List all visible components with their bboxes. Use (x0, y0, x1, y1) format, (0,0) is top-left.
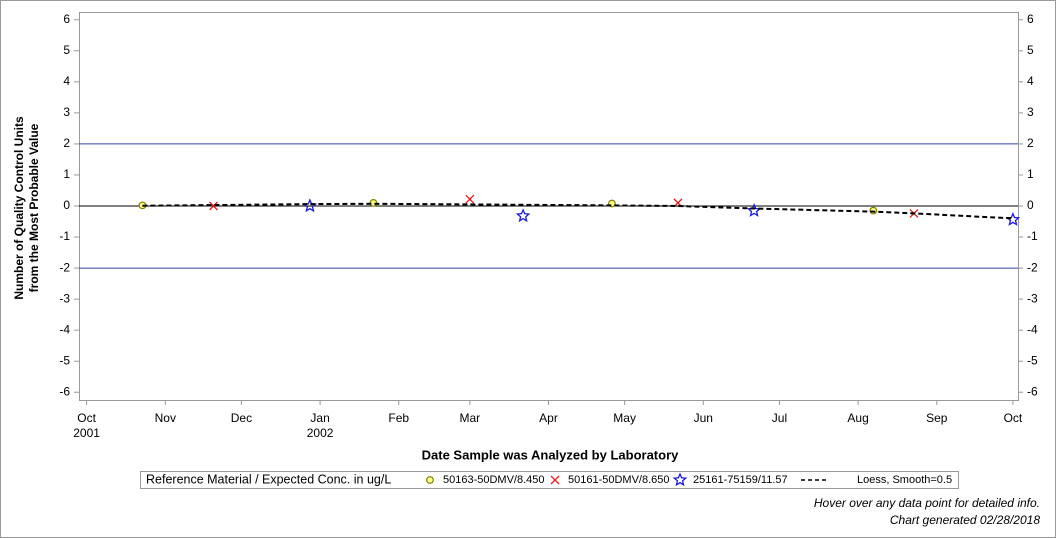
x-tick-label: Jul (771, 411, 788, 425)
y2-tick-label: -6 (1027, 384, 1038, 398)
x-tick-label: Oct (1003, 411, 1023, 425)
y-tick-label: 3 (63, 105, 70, 119)
y2-tick-label: -1 (1027, 229, 1038, 243)
legend-label: Loess, Smooth=0.5 (857, 474, 952, 486)
y2-tick-label: 5 (1027, 43, 1034, 57)
legend-marker (672, 472, 688, 487)
y-tick-label: -4 (59, 322, 70, 336)
x-tick-label: Mar (459, 411, 481, 425)
legend-title: Reference Material / Expected Conc. in u… (146, 472, 391, 486)
legend-label: 50161-50DMV/8.650 (568, 474, 670, 486)
y-axis-label: from the Most Probable Value (27, 123, 41, 292)
y2-tick-label: -2 (1027, 260, 1038, 274)
x-tick-label: Jan 2002 (306, 411, 334, 440)
legend-label: 50163-50DMV/8.450 (443, 474, 545, 486)
y2-tick-label: 6 (1027, 12, 1034, 26)
y-axis-label: Number of Quality Control Units (12, 116, 26, 300)
y2-tick-label: 2 (1027, 136, 1034, 150)
legend-box (140, 471, 959, 489)
legend-marker (426, 476, 434, 484)
legend-marker (550, 475, 560, 485)
y-tick-label: 0 (63, 198, 70, 212)
legend-label: 25161-75159/11.57 (693, 474, 788, 486)
data-point[interactable] (465, 194, 475, 204)
y-tick-label: -1 (59, 229, 70, 243)
y-tick-label: 5 (63, 43, 70, 57)
x-tick-label: Feb (388, 411, 410, 425)
y2-tick-label: -5 (1027, 353, 1038, 367)
y-tick-label: -3 (59, 291, 70, 305)
y2-tick-label: 0 (1027, 198, 1034, 212)
loess-line (142, 202, 1013, 220)
y-tick-label: 6 (63, 12, 70, 26)
y-tick-label: -5 (59, 353, 70, 367)
data-point[interactable] (209, 201, 218, 211)
y2-tick-label: -4 (1027, 322, 1038, 336)
x-tick-label: Aug (847, 411, 869, 425)
y2-tick-label: 4 (1027, 74, 1034, 88)
y2-tick-label: -3 (1027, 291, 1038, 305)
y-tick-label: -2 (59, 260, 70, 274)
y2-tick-label: 3 (1027, 105, 1034, 119)
footnote: Hover over any data point for detailed i… (814, 496, 1040, 510)
x-tick-label: Sep (926, 411, 948, 425)
footnote: Chart generated 02/28/2018 (890, 513, 1040, 527)
y-tick-label: -6 (59, 384, 70, 398)
data-point[interactable] (515, 208, 531, 223)
y-tick-label: 2 (63, 136, 70, 150)
x-tick-label: Jun (693, 411, 713, 425)
y-tick-label: 4 (63, 74, 70, 88)
x-tick-label: Oct 2001 (73, 411, 100, 440)
y-tick-label: 1 (63, 167, 70, 181)
y2-tick-label: 1 (1027, 167, 1034, 181)
x-tick-label: Nov (154, 411, 176, 425)
x-tick-label: Apr (539, 411, 558, 425)
x-tick-label: Dec (230, 411, 253, 425)
x-tick-label: May (613, 411, 636, 425)
x-axis-label: Date Sample was Analyzed by Laboratory (422, 447, 679, 462)
